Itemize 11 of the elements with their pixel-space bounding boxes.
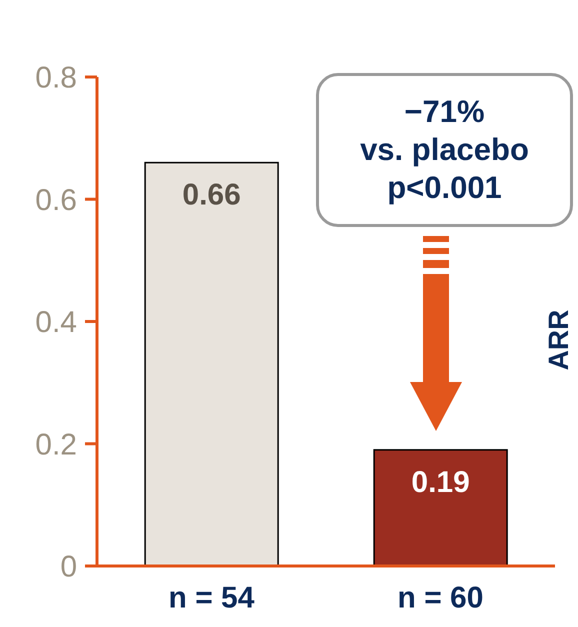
y-tick-label: 0.6	[35, 184, 77, 217]
x-tick-label: n = 54	[168, 581, 255, 614]
y-tick-label: 0.2	[35, 428, 77, 462]
y-tick-label: 0	[60, 550, 77, 584]
annotation: −71% vs. placebo p<0.001	[360, 93, 529, 207]
annotation: ARR	[543, 310, 574, 370]
x-tick-label: n = 60	[398, 581, 484, 614]
y-tick-label: 0.8	[35, 62, 77, 95]
data-label: 0.66	[182, 178, 241, 212]
data-label: 0.19	[411, 466, 470, 499]
y-tick-label: 0.4	[35, 306, 77, 340]
